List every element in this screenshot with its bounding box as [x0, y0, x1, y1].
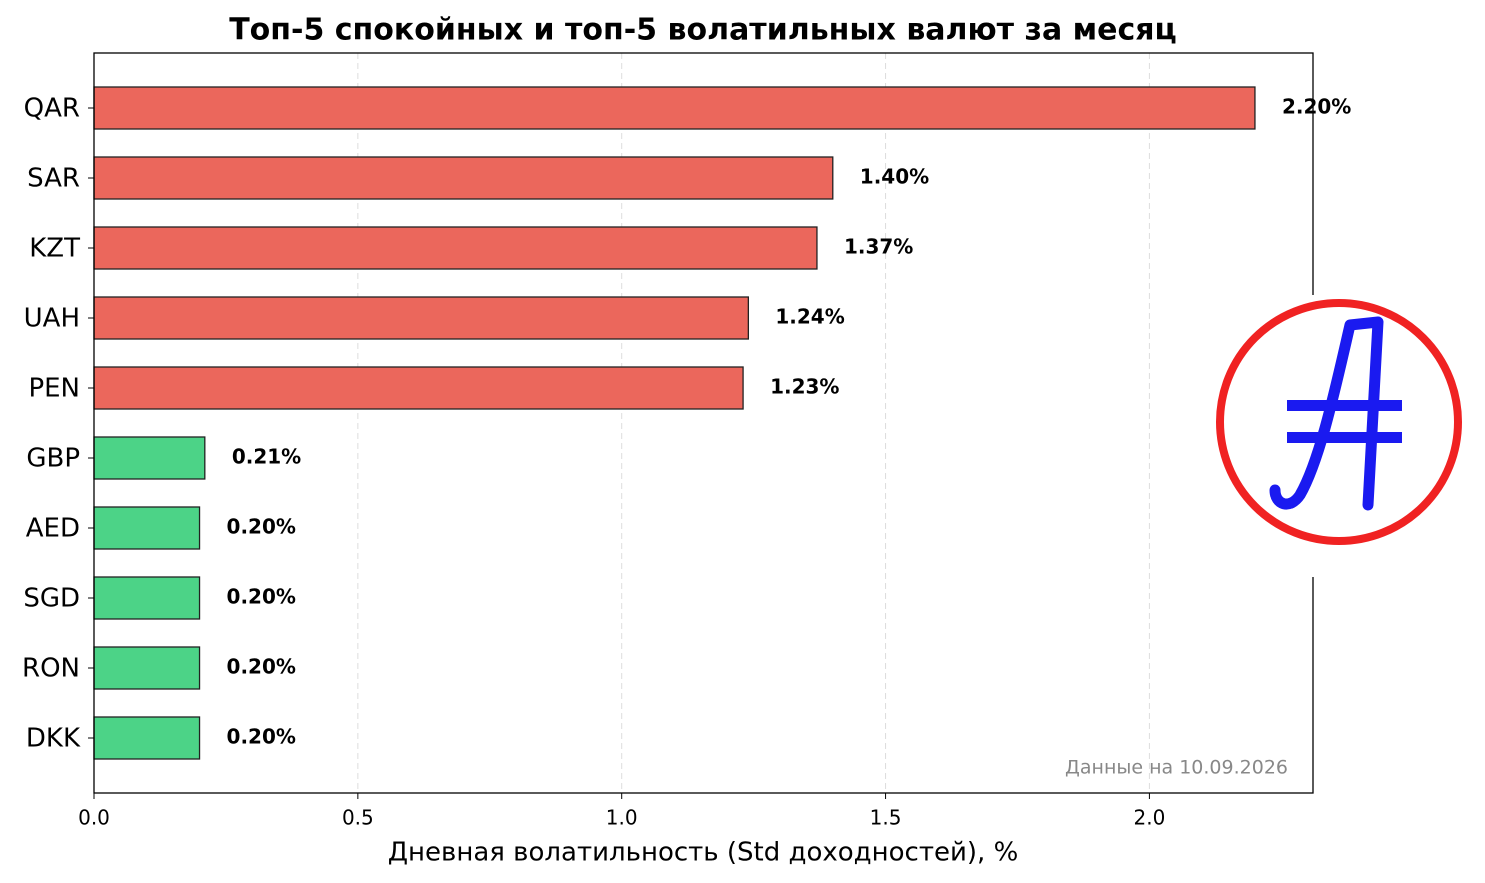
- bar: [93, 576, 201, 620]
- bar: [93, 366, 744, 410]
- x-tick-label: 2.0: [1134, 806, 1166, 830]
- bar: [93, 86, 1256, 130]
- value-label: 0.20%: [227, 585, 296, 609]
- bar: [93, 296, 750, 340]
- value-label: 0.20%: [227, 515, 296, 539]
- y-tick-label: AED: [26, 514, 80, 544]
- bar: [93, 156, 834, 200]
- bar: [93, 226, 818, 270]
- logo-ring: [1216, 299, 1462, 545]
- value-label: 1.37%: [844, 235, 913, 259]
- bar: [93, 716, 201, 760]
- x-axis-label: Дневная волатильность (Std доходностей),…: [388, 838, 1019, 868]
- value-label: 1.23%: [770, 375, 839, 399]
- y-tick-label: GBP: [26, 444, 80, 474]
- x-tick-label: 0.0: [78, 806, 110, 830]
- value-label: 0.21%: [232, 445, 301, 469]
- annotation: Данные на 10.09.2026: [1065, 757, 1288, 779]
- value-label: 1.40%: [860, 165, 929, 189]
- bar: [93, 506, 201, 550]
- logo-bar: [1287, 432, 1402, 443]
- x-tick-label: 1.5: [870, 806, 902, 830]
- bar: [93, 436, 206, 480]
- value-label: 0.20%: [227, 655, 296, 679]
- value-label: 1.24%: [775, 305, 844, 329]
- logo-bar: [1287, 400, 1402, 411]
- x-tick-label: 1.0: [606, 806, 638, 830]
- value-label: 0.20%: [227, 725, 296, 749]
- y-tick-label: QAR: [24, 94, 80, 124]
- y-tick-label: KZT: [29, 234, 80, 264]
- logo-glyph: [1269, 316, 1384, 511]
- y-tick-label: DKK: [26, 724, 81, 754]
- y-tick-label: UAH: [24, 304, 80, 334]
- y-tick-label: SAR: [27, 164, 80, 194]
- x-tick-label: 0.5: [342, 806, 374, 830]
- value-label: 2.20%: [1282, 95, 1351, 119]
- y-tick-label: PEN: [28, 374, 80, 404]
- y-tick-label: RON: [22, 654, 80, 684]
- y-tick-label: SGD: [23, 584, 80, 614]
- bar: [93, 646, 201, 690]
- chart-title: Топ-5 спокойных и топ-5 волатильных валю…: [229, 13, 1177, 48]
